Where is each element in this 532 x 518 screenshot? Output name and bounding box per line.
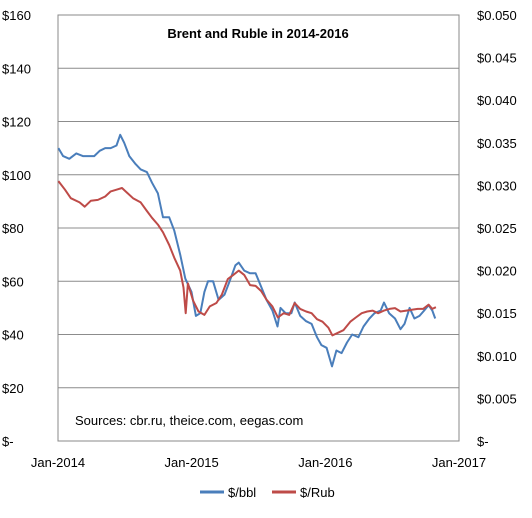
y-right-tick-label: $- (477, 434, 489, 449)
y-left-tick-label: $60 (2, 274, 24, 289)
sources-annotation: Sources: cbr.ru, theice.com, eegas.com (75, 413, 303, 428)
y-left-tick-label: $140 (2, 61, 31, 76)
y-right-tick-label: $0.010 (477, 349, 517, 364)
y-left-tick-label: $20 (2, 381, 24, 396)
y-left-tick-label: $80 (2, 221, 24, 236)
y-left-tick-label: $100 (2, 168, 31, 183)
y-right-tick-label: $0.015 (477, 306, 517, 321)
legend: $/bbl $/Rub (200, 485, 335, 500)
y-left-tick-label: $160 (2, 8, 31, 23)
y-right-tick-label: $0.030 (477, 178, 517, 193)
legend-label: $/Rub (300, 485, 335, 500)
chart-title: Brent and Ruble in 2014-2016 (167, 26, 348, 41)
legend-label: $/bbl (228, 485, 256, 500)
y-right-tick-label: $0.050 (477, 8, 517, 23)
axis-labels: $- $20 $40 $60 $80 $100 $120 $140 $160 $- $0.005 $0… (2, 8, 517, 470)
y-left-tick-label: $120 (2, 115, 31, 130)
x-tick-label: Jan-2014 (31, 455, 85, 470)
y-right-tick-label: $0.005 (477, 391, 517, 406)
x-tick-label: Jan-2017 (432, 455, 486, 470)
y-right-tick-label: $0.025 (477, 221, 517, 236)
y-left-tick-label: $40 (2, 328, 24, 343)
y-left-tick-label: $- (2, 434, 14, 449)
y-right-tick-label: $0.040 (477, 93, 517, 108)
series-layer (57, 133, 437, 368)
x-tick-label: Jan-2015 (165, 455, 219, 470)
plot-area-border (57, 14, 460, 442)
series-line-bbl (57, 133, 437, 368)
series-line-rub (57, 180, 437, 337)
y-right-tick-label: $0.035 (477, 136, 517, 151)
x-tick-label: Jan-2016 (298, 455, 352, 470)
y-right-tick-label: $0.020 (477, 264, 517, 279)
y-right-tick-label: $0.045 (477, 51, 517, 66)
